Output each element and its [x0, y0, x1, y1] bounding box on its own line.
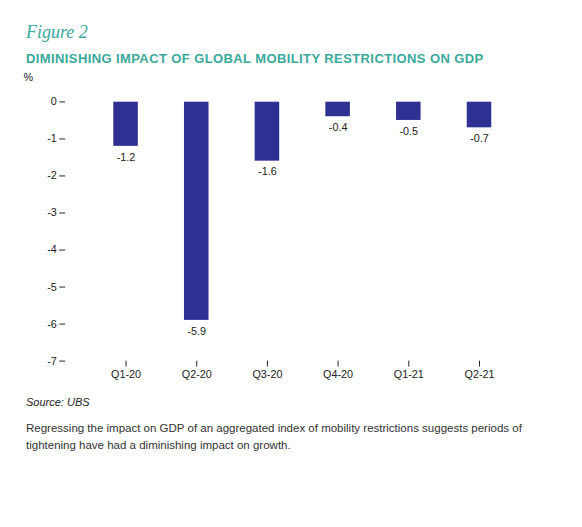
svg-text:-0.7: -0.7	[470, 132, 489, 144]
svg-text:-1: -1	[47, 132, 57, 144]
svg-text:-6: -6	[47, 318, 57, 330]
html-text:Figure 2: Figure 2	[26, 22, 88, 42]
svg-text:-5: -5	[47, 281, 57, 293]
svg-text:-1.6: -1.6	[258, 165, 277, 177]
svg-text:Q2-21: Q2-21	[464, 368, 494, 380]
svg-text:Q2-20: Q2-20	[182, 368, 212, 380]
svg-text:Q1-21: Q1-21	[394, 368, 424, 380]
html-text:Regressing the impact on GDP o: Regressing the impact on GDP of an aggre…	[26, 422, 522, 451]
svg-text:-7: -7	[47, 355, 57, 367]
svg-text:0: 0	[51, 95, 57, 107]
svg-text:-3: -3	[47, 206, 57, 218]
html-text:DIMINISHING IMPACT OF GLOBAL M: DIMINISHING IMPACT OF GLOBAL MOBILITY RE…	[26, 51, 484, 66]
svg-text:-0.5: -0.5	[399, 125, 418, 137]
svg-text:Q4-20: Q4-20	[323, 368, 353, 380]
svg-text:-2: -2	[47, 169, 57, 181]
html-text:Source: UBS: Source: UBS	[26, 396, 90, 408]
svg-text:Q1-20: Q1-20	[111, 368, 141, 380]
svg-text:Q3-20: Q3-20	[252, 368, 282, 380]
svg-text:-1.2: -1.2	[117, 151, 136, 163]
svg-text:-0.4: -0.4	[329, 121, 348, 133]
svg-text:%: %	[23, 71, 33, 83]
svg-text:-4: -4	[47, 243, 57, 255]
svg-text:-5.9: -5.9	[187, 325, 206, 337]
